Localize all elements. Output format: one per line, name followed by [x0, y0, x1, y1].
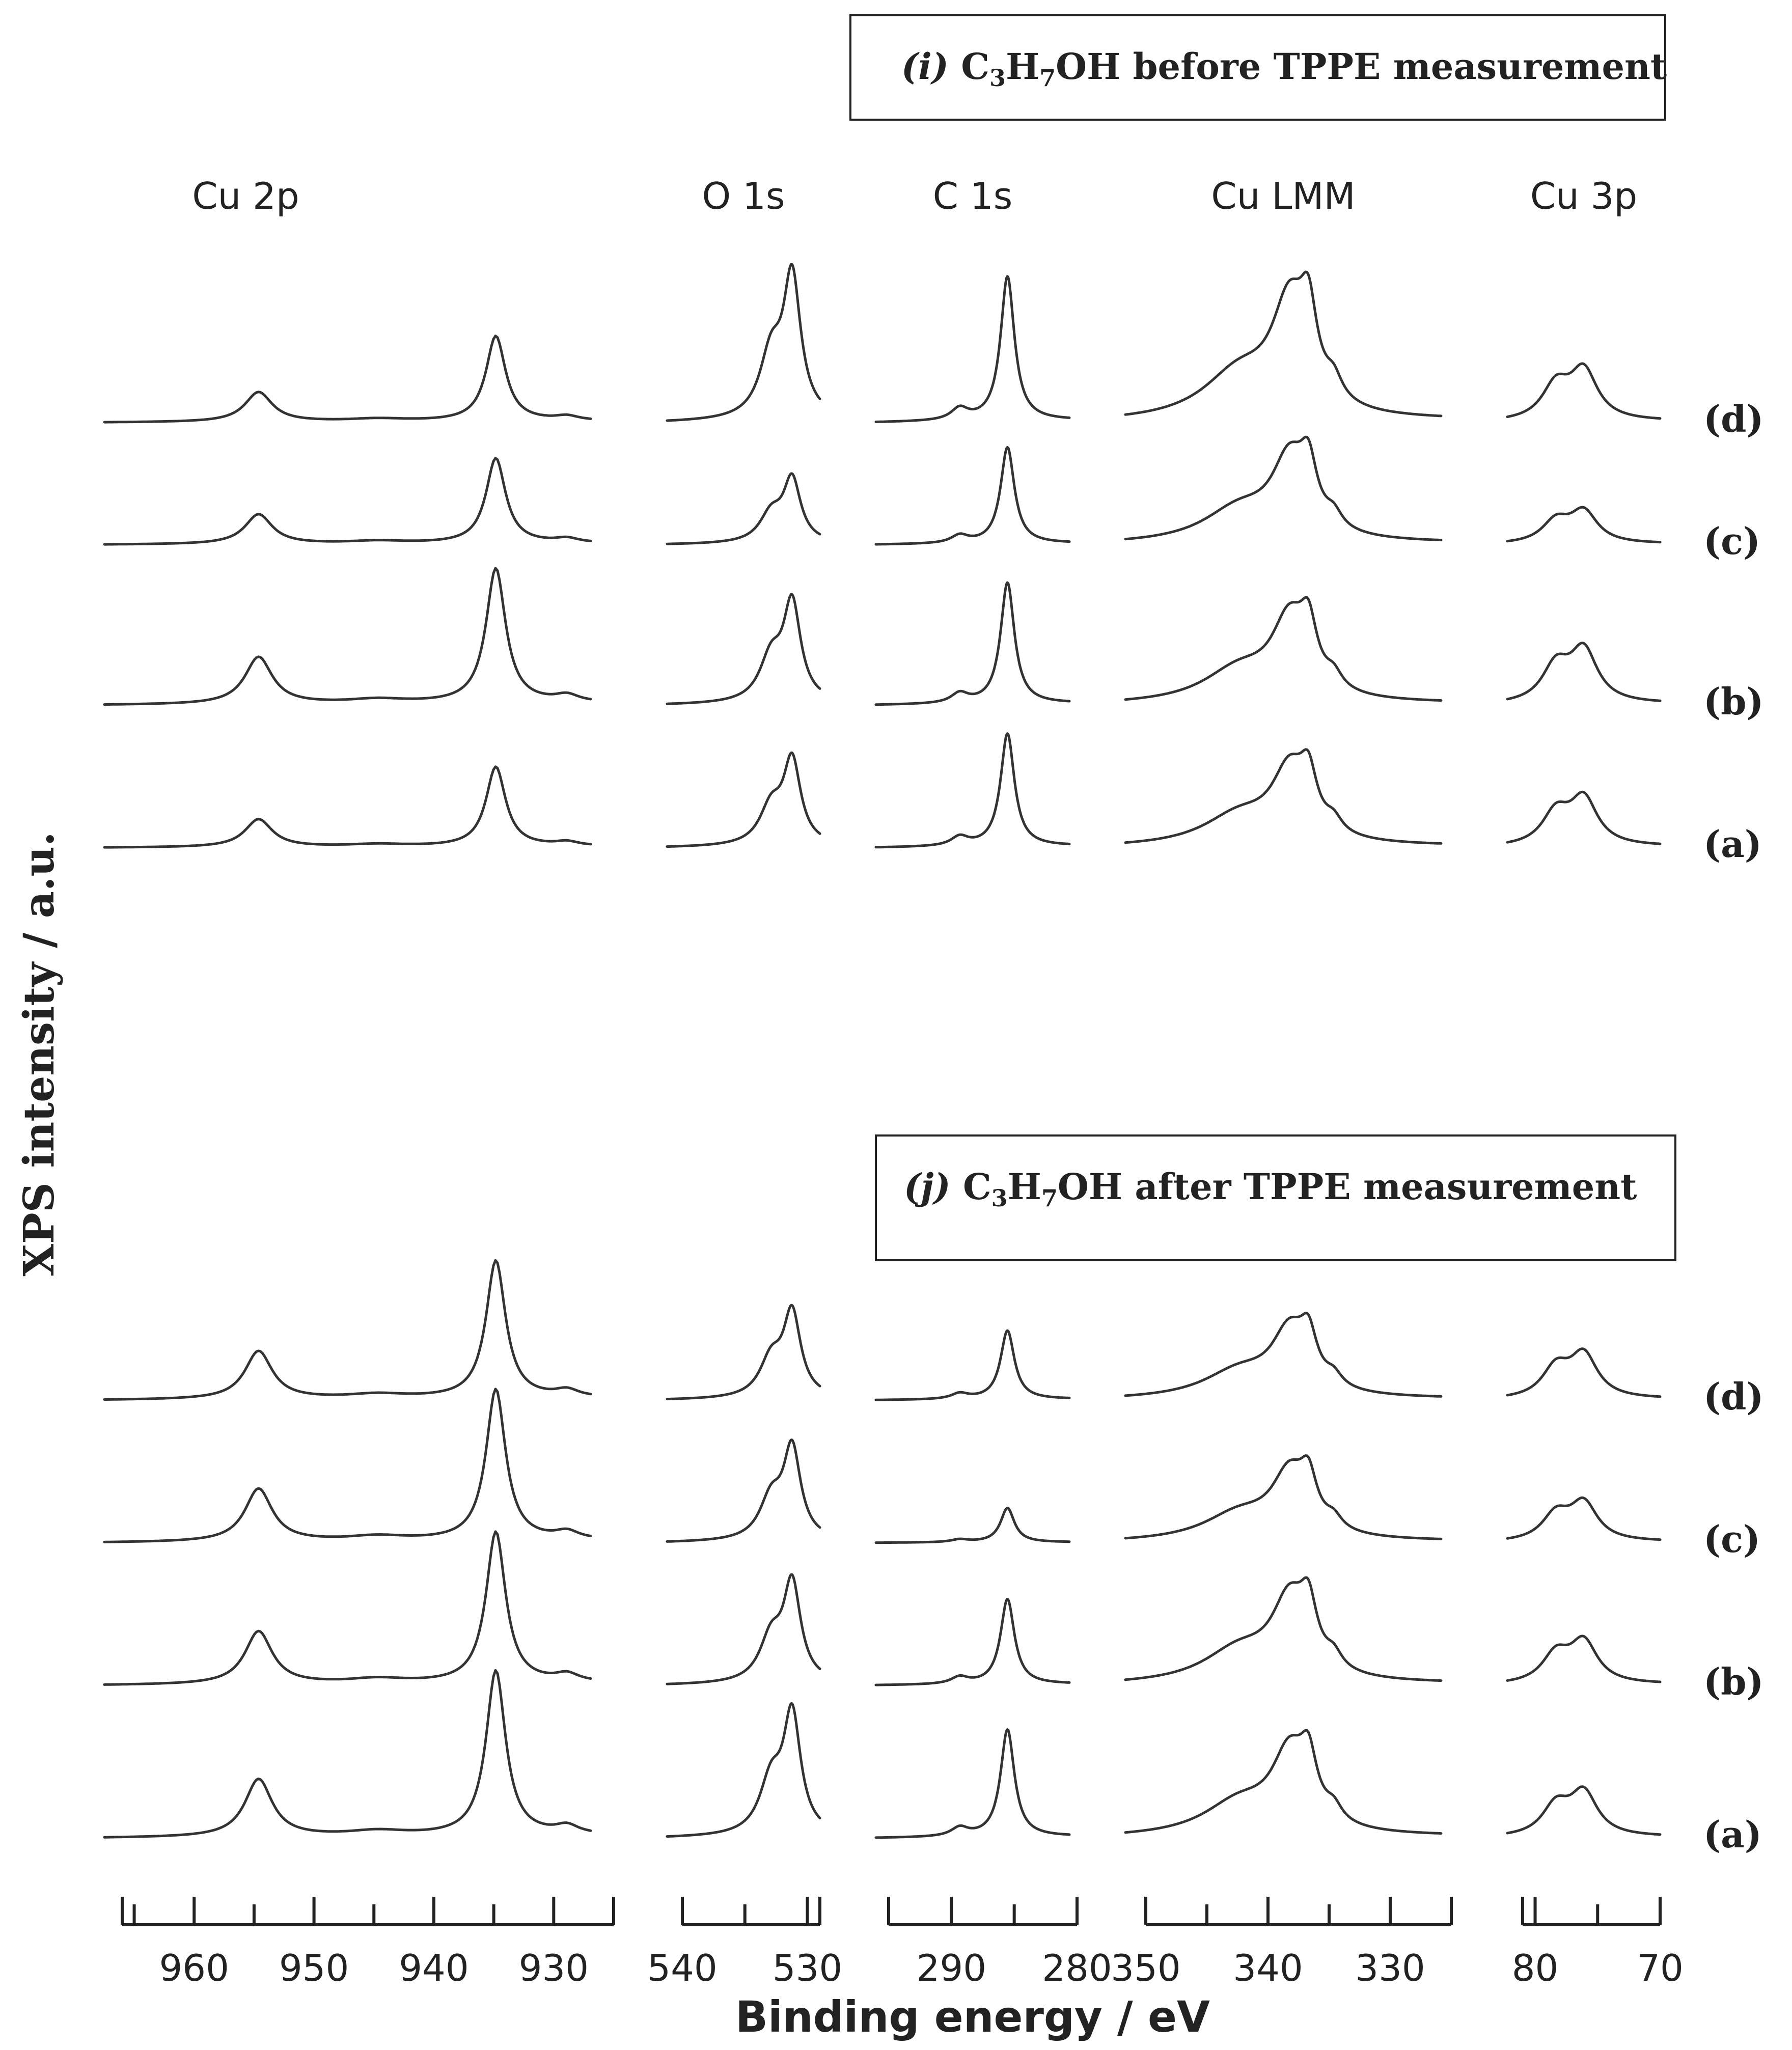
tick-label-cu-lmm-340: 340 [1233, 1947, 1303, 1989]
panel-title-i-sub2: 7 [1039, 64, 1056, 92]
tick-label-c-1s-290: 290 [917, 1947, 986, 1989]
spectrum-i-a-o-1s [666, 751, 821, 848]
spectrum-j-d-o-1s [666, 1304, 821, 1401]
region-header-c-1s: C 1s [933, 175, 1012, 217]
spectrum-j-b-o-1s [666, 1573, 821, 1685]
tick-label-cu-lmm-350: 350 [1111, 1947, 1180, 1989]
tick-label-o-1s-530: 530 [773, 1947, 842, 1989]
y-axis-label: XPS intensity / a.u. [15, 832, 64, 1276]
spectrum-j-c-cu-2p [103, 1388, 592, 1543]
spectrum-i-b-c-1s [874, 581, 1071, 706]
spectrum-i-b-cu-3p [1506, 642, 1662, 702]
spectrum-j-b-cu-2p [103, 1530, 592, 1686]
series-label-i-a: (a) [1703, 822, 1762, 866]
tick-label-cu-3p-80: 80 [1512, 1947, 1559, 1989]
spectrum-i-a-c-1s [874, 732, 1071, 849]
tick-label-c-1s-280: 280 [1042, 1947, 1112, 1989]
panel-title-j-mid: H [1008, 1166, 1041, 1208]
spectrum-j-b-cu-3p [1506, 1635, 1662, 1683]
spectrum-j-d-cu-3p [1506, 1347, 1662, 1398]
spectrum-i-d-cu-lmm [1124, 270, 1443, 418]
series-label-i-d: (d) [1703, 397, 1763, 440]
tick-label-cu-3p-70: 70 [1637, 1947, 1684, 1989]
spectrum-i-b-cu-lmm [1124, 596, 1443, 702]
panel-title-j: (j) C3H7OH after TPPE measurement [875, 1134, 1676, 1261]
spectrum-i-c-cu-3p [1506, 506, 1662, 544]
region-header-o-1s: O 1s [702, 175, 785, 217]
series-label-i-b: (b) [1703, 680, 1763, 723]
spectrum-j-a-c-1s [874, 1728, 1071, 1839]
region-header-cu-2p: Cu 2p [192, 175, 299, 217]
panel-title-i: (i) C3H7OH before TPPE measurement [849, 14, 1667, 121]
panel-title-i-mid: H [1006, 45, 1039, 88]
tick-label-o-1s-540: 540 [647, 1947, 717, 1989]
spectrum-i-b-cu-2p [103, 567, 592, 706]
spectrum-i-d-cu-3p [1506, 362, 1662, 420]
panel-title-i-pre: C [949, 45, 989, 88]
svg-text:(i) C3H7OH before TPPE measure: (i) C3H7OH before TPPE measurement [901, 45, 1667, 92]
spectrum-i-d-o-1s [666, 263, 821, 422]
series-label-j-d: (d) [1703, 1375, 1763, 1418]
spectrum-i-d-cu-2p [103, 335, 592, 424]
panel-title-j-post: OH after TPPE measurement [1058, 1166, 1637, 1208]
x-axis-label: Binding energy / eV [735, 1992, 1210, 2042]
region-header-cu-3p: Cu 3p [1530, 175, 1637, 217]
panel-title-i-sub1: 3 [989, 64, 1006, 92]
spectrum-j-c-cu-lmm [1124, 1454, 1443, 1540]
series-label-j-c: (c) [1703, 1517, 1760, 1561]
spectrum-j-a-o-1s [666, 1702, 821, 1838]
panel-title-i-italic: (i) [901, 45, 949, 88]
tick-label-cu-2p-960: 960 [159, 1947, 229, 1989]
spectrum-j-a-cu-3p [1506, 1785, 1662, 1836]
x-axis-c-1s: 290 280 [887, 1897, 1112, 1989]
spectrum-j-b-c-1s [874, 1597, 1071, 1686]
panel-title-i-post: OH before TPPE measurement [1056, 45, 1667, 88]
tick-label-cu-2p-930: 930 [519, 1947, 589, 1989]
spectrum-j-d-cu-lmm [1124, 1312, 1443, 1398]
tick-label-cu-2p-940: 940 [399, 1947, 468, 1989]
tick-label-cu-2p-950: 950 [279, 1947, 349, 1989]
series-label-i-c: (c) [1703, 519, 1760, 563]
region-header-cu-lmm: Cu LMM [1211, 175, 1355, 217]
panel-title-j-sub2: 7 [1041, 1184, 1058, 1212]
spectrum-j-d-c-1s [874, 1329, 1071, 1401]
spectrum-j-a-cu-2p [103, 1669, 592, 1839]
panel-title-j-italic: (j) [904, 1166, 951, 1208]
x-axis-cu-2p: 960 950 940 930 [121, 1897, 615, 1989]
spectrum-j-a-cu-lmm [1124, 1729, 1443, 1835]
panel-title-j-pre: C [951, 1166, 991, 1208]
spectrum-j-c-o-1s [666, 1438, 821, 1543]
spectrum-i-a-cu-2p [103, 765, 592, 849]
x-axis-o-1s: 540 530 [647, 1897, 842, 1989]
spectrum-i-c-o-1s [666, 472, 821, 545]
spectrum-j-c-c-1s [874, 1507, 1071, 1544]
tick-label-cu-lmm-330: 330 [1355, 1947, 1425, 1989]
svg-text:(j) C3H7OH after TPPE measurem: (j) C3H7OH after TPPE measurement [904, 1166, 1637, 1212]
spectrum-j-c-cu-3p [1506, 1496, 1662, 1541]
spectrum-i-b-o-1s [666, 593, 821, 705]
spectrum-i-c-cu-lmm [1124, 435, 1443, 542]
spectrum-j-d-cu-2p [103, 1259, 592, 1401]
x-axis-cu-lmm: 350 340 330 [1111, 1897, 1453, 1989]
panel-title-j-sub1: 3 [991, 1184, 1008, 1212]
spectrum-i-c-c-1s [874, 446, 1071, 546]
x-axis-cu-3p: 80 70 [1512, 1897, 1684, 1989]
spectrum-j-b-cu-lmm [1124, 1576, 1443, 1682]
spectrum-i-c-cu-2p [103, 457, 592, 546]
spectrum-i-a-cu-lmm [1124, 748, 1443, 845]
series-label-j-b: (b) [1703, 1660, 1763, 1703]
spectrum-i-a-cu-3p [1506, 790, 1662, 845]
spectrum-i-d-c-1s [874, 275, 1071, 423]
series-label-j-a: (a) [1703, 1813, 1762, 1856]
